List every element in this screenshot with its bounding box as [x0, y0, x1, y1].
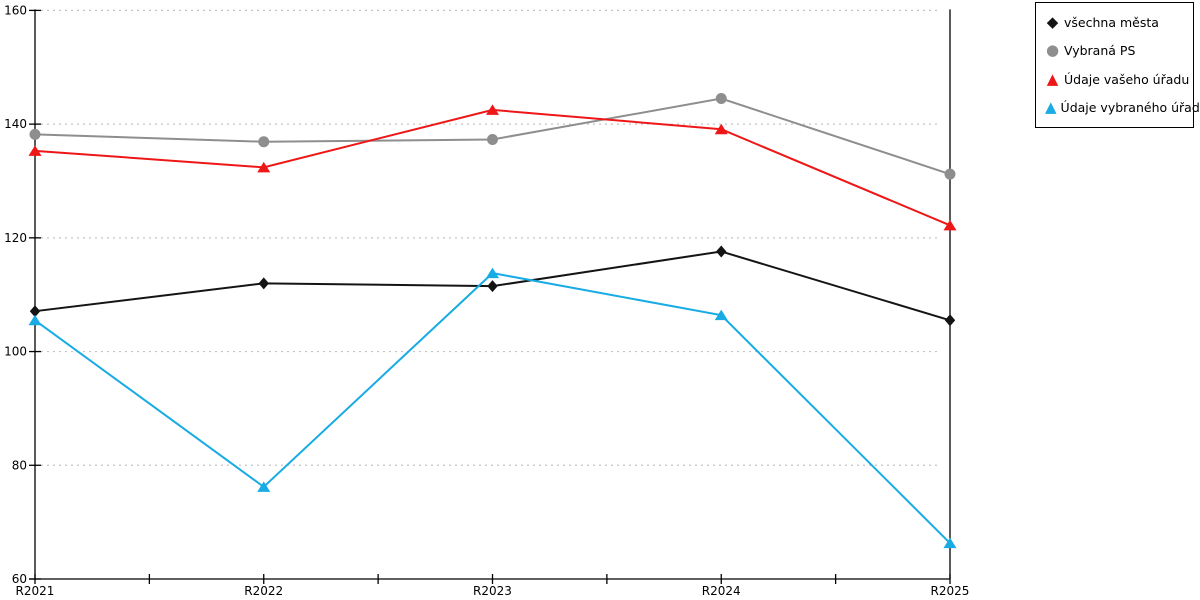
data-point-marker: [487, 280, 498, 293]
legend-item: ▲ Údaje vybraného úřadu: [1045, 94, 1200, 123]
legend-label: Vybraná PS: [1064, 43, 1136, 59]
data-point-marker: [716, 245, 727, 258]
data-point-marker: [943, 219, 957, 231]
legend-item: ● Vybraná PS: [1045, 37, 1193, 66]
legend: ◆ všechna města ● Vybraná PS ▲ Údaje vaš…: [1035, 2, 1200, 128]
series-line: [34, 108, 951, 227]
data-point-marker: [715, 93, 727, 105]
legend-label: Údaje vašeho úřadu: [1064, 71, 1190, 87]
y-tick-label: 80: [12, 458, 27, 472]
data-point-marker: [486, 104, 499, 115]
diamond-icon: ◆: [1046, 12, 1059, 31]
legend-item: ◆ všechna města: [1045, 8, 1193, 37]
y-tick-label: 160: [4, 3, 27, 17]
data-point-marker: [257, 161, 271, 173]
data-point-marker: [257, 481, 271, 492]
data-point-marker: [258, 277, 269, 290]
data-point-marker: [29, 128, 41, 140]
data-point-marker: [487, 133, 498, 145]
data-point-marker: [28, 314, 42, 326]
data-point-marker: [943, 537, 957, 549]
data-point-marker: [944, 314, 956, 327]
data-point-marker: [29, 305, 41, 318]
data-point-marker: [714, 309, 728, 321]
legend-label: Údaje vybraného úřadu: [1060, 100, 1200, 116]
legend-item: ▲ Údaje vašeho úřadu: [1045, 65, 1193, 94]
series-line: [34, 272, 951, 544]
x-tick-label: R2025: [931, 584, 970, 598]
x-tick-label: R2024: [702, 584, 741, 598]
y-tick-label: 60: [12, 572, 27, 586]
data-point-marker: [944, 168, 956, 180]
circle-icon: ●: [1045, 41, 1060, 60]
triangle-icon: ▲: [1046, 69, 1059, 88]
x-tick-label: R2023: [473, 584, 512, 598]
data-point-marker: [258, 136, 270, 148]
x-tick-label: R2021: [16, 584, 55, 598]
y-tick-label: 140: [4, 117, 27, 131]
data-point-marker: [28, 145, 42, 156]
legend-label: všechna města: [1064, 14, 1159, 30]
x-tick-label: R2022: [244, 584, 283, 598]
data-point-marker: [714, 123, 728, 135]
y-tick-label: 100: [4, 345, 27, 359]
y-tick-label: 120: [4, 231, 27, 245]
triangle-icon: ▲: [1045, 98, 1057, 117]
data-point-marker: [486, 267, 499, 279]
